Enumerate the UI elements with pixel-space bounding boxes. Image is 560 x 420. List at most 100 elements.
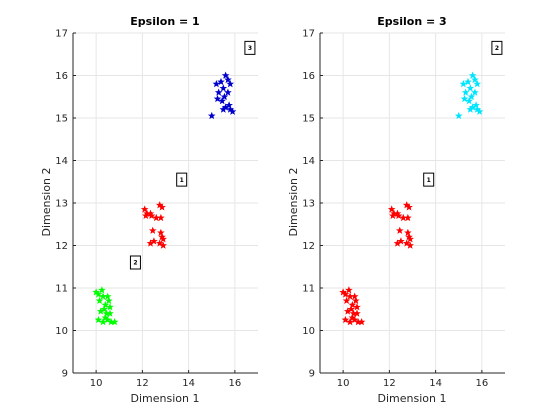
data-point [207, 111, 216, 120]
data-point [464, 77, 472, 86]
x-tick-label: 12 [383, 378, 396, 389]
y-tick-label: 11 [55, 284, 68, 295]
data-point [226, 105, 235, 113]
cluster-label-box [423, 172, 435, 187]
data-point [472, 101, 480, 109]
data-point [148, 226, 157, 234]
data-point [348, 300, 357, 309]
data-point [345, 286, 353, 294]
y-tick-label: 12 [302, 241, 315, 252]
data-point [405, 203, 413, 211]
x-axis-label: Dimension 1 [131, 392, 200, 405]
subplot-title: Epsilon = 1 [130, 15, 199, 28]
data-point [353, 303, 361, 311]
cluster-label-box [176, 172, 188, 187]
cluster-series-2 [454, 71, 484, 120]
cluster-label-text: 2 [133, 260, 137, 267]
cluster-label: 2 [491, 40, 503, 55]
data-point [460, 94, 469, 103]
data-point [397, 237, 405, 245]
data-point [471, 88, 479, 96]
data-point [159, 241, 168, 249]
y-tick-label: 14 [302, 156, 315, 167]
data-point [147, 211, 156, 219]
data-point [461, 88, 470, 96]
y-tick-label: 10 [55, 326, 68, 337]
cluster-label-text: 1 [427, 177, 431, 184]
data-point [219, 105, 228, 113]
cluster-label: 1 [423, 172, 435, 187]
data-point [341, 290, 350, 298]
x-axis-label: Dimension 1 [378, 392, 447, 405]
data-point [95, 296, 104, 304]
data-point [394, 211, 403, 219]
y-tick-label: 9 [62, 369, 68, 380]
cluster-label: 1 [176, 172, 188, 187]
data-point [387, 205, 396, 213]
y-tick-label: 9 [309, 369, 315, 380]
cluster-series-1 [339, 201, 415, 326]
cluster-label-text: 2 [495, 45, 499, 52]
data-point [219, 84, 228, 92]
data-point [101, 300, 110, 309]
data-point [157, 228, 165, 236]
data-point [94, 315, 103, 324]
cluster-series-1 [92, 286, 119, 326]
data-point [103, 292, 112, 300]
data-point [459, 79, 468, 88]
data-point [217, 77, 225, 86]
data-point [473, 105, 482, 113]
cluster-series-3 [207, 71, 237, 120]
data-point [158, 203, 166, 211]
y-tick-label: 15 [55, 114, 68, 125]
data-point [406, 235, 414, 243]
data-point [213, 94, 222, 103]
data-point [348, 313, 357, 321]
y-tick-label: 17 [55, 29, 68, 40]
data-point [454, 111, 463, 120]
data-point [466, 84, 475, 92]
cluster-label: 2 [129, 255, 141, 270]
data-point [353, 309, 361, 317]
cluster-label-box [491, 40, 503, 55]
data-point [224, 75, 232, 83]
data-point [404, 213, 412, 222]
x-tick-label: 10 [90, 378, 103, 389]
y-axis-label: Dimension 2 [287, 168, 300, 237]
data-point [342, 296, 351, 304]
subplot-epsilon-3: Epsilon = 3 Dimension 1 Dimension 2 10 12… [287, 15, 505, 405]
data-point [471, 75, 479, 83]
data-point [406, 241, 415, 249]
data-point [346, 317, 354, 326]
cluster-label-text: 1 [180, 177, 184, 184]
cluster-label-box [129, 255, 141, 270]
data-point [140, 205, 149, 213]
data-point [101, 313, 110, 321]
data-point [212, 79, 221, 88]
subplot-title: Epsilon = 3 [377, 15, 446, 28]
data-point [224, 88, 232, 96]
y-axis-label: Dimension 2 [40, 168, 53, 237]
x-tick-label: 14 [182, 378, 195, 389]
data-point [98, 286, 106, 294]
x-tick-label: 14 [429, 378, 442, 389]
data-point [395, 226, 404, 234]
data-point [100, 305, 109, 313]
data-point [357, 317, 366, 326]
data-point [218, 96, 226, 105]
data-point [220, 92, 229, 100]
data-point [157, 213, 165, 222]
data-point [96, 307, 105, 315]
data-point [350, 292, 359, 300]
data-point [94, 290, 103, 298]
data-point [110, 317, 119, 326]
data-point [99, 317, 107, 326]
data-point [347, 305, 356, 313]
data-point [465, 96, 473, 105]
y-tick-label: 13 [302, 199, 315, 210]
data-point [106, 309, 114, 317]
x-tick-label: 16 [476, 378, 489, 389]
x-tick-label: 16 [229, 378, 242, 389]
data-point [473, 79, 482, 88]
